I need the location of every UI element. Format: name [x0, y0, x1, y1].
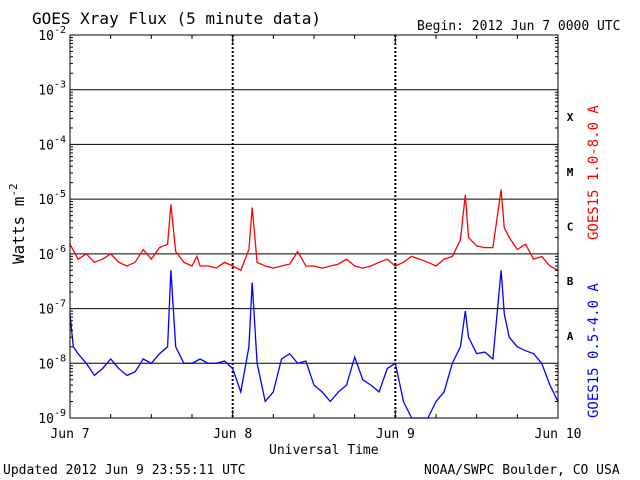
x-tick-label: Jun 9 — [376, 427, 415, 442]
flare-class-label: M — [567, 166, 574, 179]
x-tick-label: Jun 10 — [535, 427, 582, 442]
y-tick-label: 10-9 — [38, 408, 66, 427]
flare-class-label: C — [567, 221, 574, 234]
plot-frame — [69, 34, 559, 419]
y-axis-label: Watts m-2 — [7, 183, 28, 264]
series-line — [69, 270, 559, 419]
flare-class-label: X — [567, 111, 574, 124]
x-axis-label: Universal Time — [269, 443, 379, 458]
y-axis-ticks: 10-9 10-8 10-7 10-6 10-5 10-4 10-3 10-2 — [38, 25, 558, 427]
legend-series-2-label: GOES15 0.5-4.0 A — [586, 283, 602, 418]
y-tick-label: 10-2 — [38, 25, 66, 44]
x-tick-label: Jun 8 — [213, 427, 252, 442]
series-line — [69, 189, 559, 272]
x-tick-label: Jun 7 — [50, 427, 89, 442]
series-lines — [69, 189, 559, 419]
chart-title: GOES Xray Flux (5 minute data) — [32, 9, 321, 28]
flare-class-label: A — [567, 330, 574, 343]
x-axis-ticks: Jun 7 Jun 8 Jun 9 Jun 10 — [50, 35, 581, 442]
grid-lines — [70, 89, 558, 364]
y-tick-label: 10-3 — [38, 80, 66, 99]
updated-timestamp: Updated 2012 Jun 9 23:55:11 UTC — [3, 463, 246, 478]
y-tick-label: 10-6 — [38, 244, 66, 263]
begin-label: Begin: 2012 Jun 7 0000 UTC — [417, 19, 621, 34]
flare-class-labels: A B C M X — [567, 111, 574, 343]
legend-series-1-label: GOES15 1.0-8.0 A — [586, 105, 602, 240]
y-tick-label: 10-5 — [38, 189, 66, 208]
y-tick-label: 10-4 — [38, 134, 66, 153]
y-tick-label: 10-7 — [38, 299, 66, 318]
source-credit: NOAA/SWPC Boulder, CO USA — [424, 463, 620, 478]
y-tick-label: 10-8 — [38, 353, 66, 372]
flare-class-label: B — [567, 275, 574, 288]
